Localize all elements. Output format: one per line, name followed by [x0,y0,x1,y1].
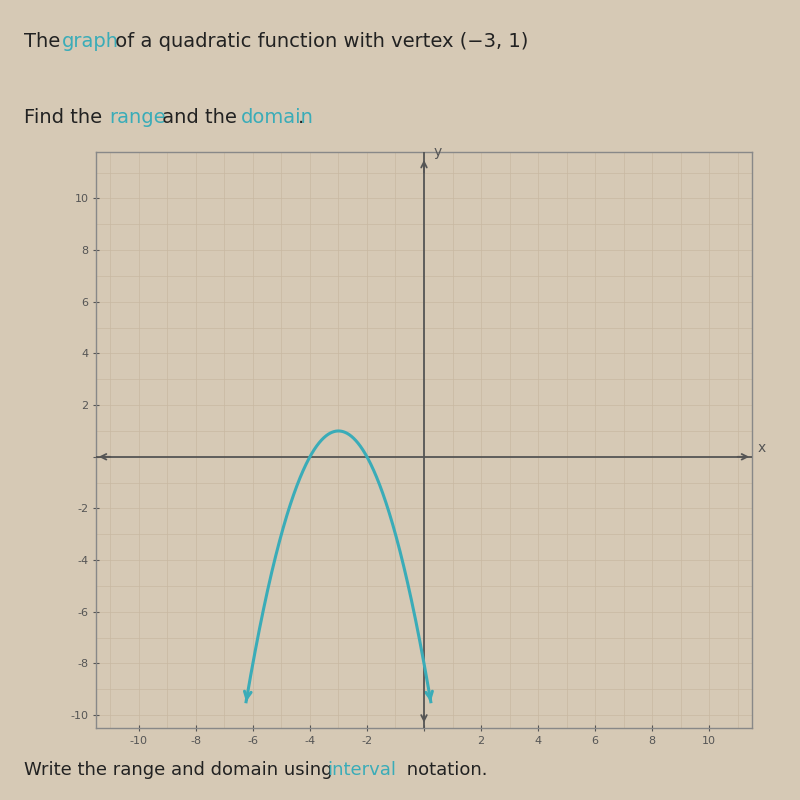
Text: interval: interval [328,761,397,779]
Text: range: range [109,108,166,127]
Text: .: . [298,108,304,127]
Text: graph: graph [62,32,118,50]
Text: x: x [758,441,766,454]
Text: notation.: notation. [401,761,488,779]
Text: of a quadratic function with vertex (−3, 1): of a quadratic function with vertex (−3,… [109,32,528,50]
Text: y: y [434,145,442,159]
Text: domain: domain [241,108,314,127]
Text: and the: and the [156,108,243,127]
Text: The: The [24,32,66,50]
Text: Write the range and domain using: Write the range and domain using [24,761,338,779]
Text: Find the: Find the [24,108,108,127]
